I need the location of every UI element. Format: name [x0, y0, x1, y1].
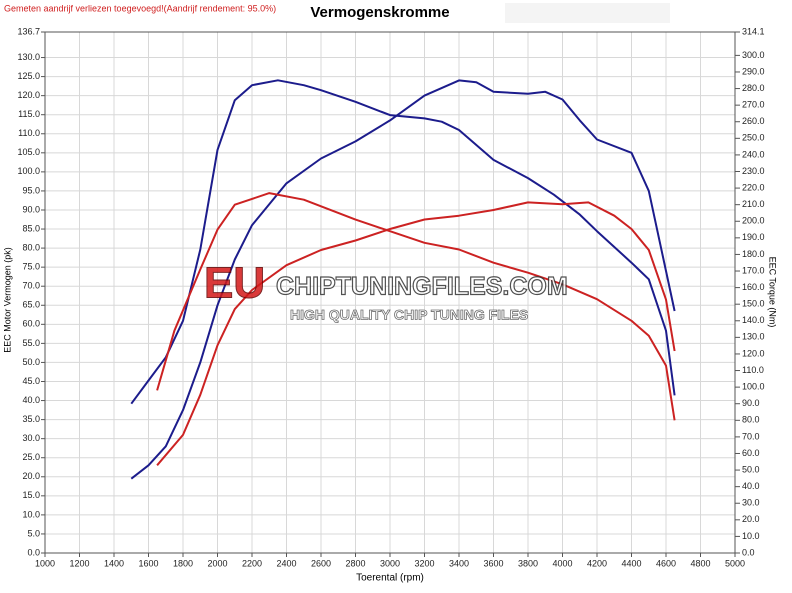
x-tick-label: 1400 — [104, 558, 124, 568]
x-tick-label: 2400 — [276, 558, 296, 568]
x-tick-label: 1000 — [35, 558, 55, 568]
y2-tick-label: 0.0 — [742, 547, 755, 557]
y2-tick-label: 120.0 — [742, 348, 765, 358]
y-axis-label: EEC Motor Vermogen (pk) — [2, 247, 12, 353]
series-line — [130, 79, 676, 405]
watermark-logo: EU — [204, 259, 265, 308]
x-tick-label: 1200 — [69, 558, 89, 568]
x-tick-label: 4800 — [690, 558, 710, 568]
y-tick-label: 60.0 — [22, 319, 40, 329]
x-tick-label: 3000 — [380, 558, 400, 568]
y2-tick-label: 40.0 — [742, 481, 760, 491]
y-tick-label: 105.0 — [17, 147, 40, 157]
x-tick-label: 4600 — [656, 558, 676, 568]
x-tick-label: 4200 — [587, 558, 607, 568]
x-tick-label: 5000 — [725, 558, 745, 568]
y2-axis-label: EEC Torque (Nm) — [768, 257, 778, 328]
y-tick-label: 85.0 — [22, 223, 40, 233]
watermark-tagline: HIGH QUALITY CHIP TUNING FILES — [290, 307, 528, 323]
y-tick-label: 75.0 — [22, 262, 40, 272]
y-tick-label: 70.0 — [22, 281, 40, 291]
y2-tick-label: 10.0 — [742, 531, 760, 541]
x-tick-label: 1800 — [173, 558, 193, 568]
y2-tick-label: 260.0 — [742, 116, 765, 126]
y2-tick-label: 30.0 — [742, 498, 760, 508]
y2-tick-label: 280.0 — [742, 83, 765, 93]
y2-tick-label: 100.0 — [742, 382, 765, 392]
y-tick-label: 136.7 — [17, 26, 40, 36]
chart-title: Vermogenskromme — [310, 4, 449, 21]
y2-tick-label: 110.0 — [742, 365, 764, 375]
y2-tick-label: 180.0 — [742, 249, 765, 259]
y-tick-label: 20.0 — [22, 471, 40, 481]
y-tick-label: 90.0 — [22, 204, 40, 214]
x-tick-label: 2200 — [242, 558, 262, 568]
y2-tick-label: 170.0 — [742, 265, 765, 275]
y2-tick-label: 20.0 — [742, 514, 760, 524]
y2-tick-label: 230.0 — [742, 166, 765, 176]
y-tick-label: 5.0 — [27, 528, 40, 538]
y-tick-label: 110.0 — [18, 128, 40, 138]
y-tick-label: 35.0 — [22, 414, 40, 424]
y-tick-label: 125.0 — [17, 71, 40, 81]
y2-tick-label: 314.1 — [742, 26, 765, 36]
x-tick-label: 3400 — [449, 558, 469, 568]
y2-tick-label: 290.0 — [742, 66, 765, 76]
x-tick-label: 3800 — [518, 558, 538, 568]
x-tick-label: 4000 — [552, 558, 572, 568]
y-tick-label: 10.0 — [22, 509, 40, 519]
x-tick-label: 3200 — [414, 558, 434, 568]
y2-tick-label: 190.0 — [742, 232, 765, 242]
x-axis-label: Toerental (rpm) — [356, 573, 424, 584]
y2-tick-label: 200.0 — [742, 216, 765, 226]
watermark: EU CHIPTUNINGFILES.COM HIGH QUALITY CHIP… — [204, 258, 569, 323]
annotation: Gemeten aandrijf verliezen toegevoegd!(A… — [4, 3, 276, 13]
y2-tick-label: 60.0 — [742, 448, 760, 458]
title-box — [505, 3, 670, 23]
x-tick-label: 4400 — [621, 558, 641, 568]
y2-tick-label: 150.0 — [742, 299, 765, 309]
y-tick-label: 50.0 — [22, 357, 40, 367]
y2-tick-label: 80.0 — [742, 415, 760, 425]
y-tick-label: 95.0 — [22, 185, 40, 195]
y2-tick-label: 270.0 — [742, 100, 765, 110]
x-tick-label: 3600 — [483, 558, 503, 568]
y-tick-label: 30.0 — [22, 433, 40, 443]
series-line — [156, 192, 676, 421]
x-tick-label: 2600 — [311, 558, 331, 568]
lines — [130, 79, 676, 480]
x-tick-label: 2800 — [345, 558, 365, 568]
series-line — [130, 79, 676, 480]
y-tick-label: 25.0 — [22, 452, 40, 462]
y2-tick-label: 300.0 — [742, 50, 765, 60]
y2-tick-label: 140.0 — [742, 315, 765, 325]
y-tick-label: 40.0 — [22, 395, 40, 405]
y2-tick-label: 210.0 — [742, 199, 765, 209]
y-tick-label: 100.0 — [17, 166, 40, 176]
y-tick-label: 80.0 — [22, 242, 40, 252]
y2-tick-label: 70.0 — [742, 431, 760, 441]
y-tick-label: 15.0 — [22, 490, 40, 500]
y-tick-label: 65.0 — [22, 300, 40, 310]
y2-tick-label: 250.0 — [742, 133, 765, 143]
y2-tick-label: 240.0 — [742, 149, 765, 159]
y-tick-label: 130.0 — [17, 52, 40, 62]
y2-tick-label: 160.0 — [742, 282, 765, 292]
y2-tick-label: 90.0 — [742, 398, 760, 408]
watermark-site: CHIPTUNINGFILES.COM — [276, 273, 568, 301]
series-line — [156, 201, 676, 466]
y-tick-label: 0.0 — [27, 547, 40, 557]
y2-tick-label: 130.0 — [742, 332, 765, 342]
y-tick-label: 45.0 — [22, 376, 40, 386]
y-tick-label: 115.0 — [18, 109, 40, 119]
y-tick-label: 120.0 — [17, 90, 40, 100]
x-tick-label: 1600 — [138, 558, 158, 568]
y2-tick-label: 220.0 — [742, 182, 765, 192]
x-tick-label: 2000 — [207, 558, 227, 568]
y2-tick-label: 50.0 — [742, 464, 760, 474]
y-tick-label: 55.0 — [22, 338, 40, 348]
